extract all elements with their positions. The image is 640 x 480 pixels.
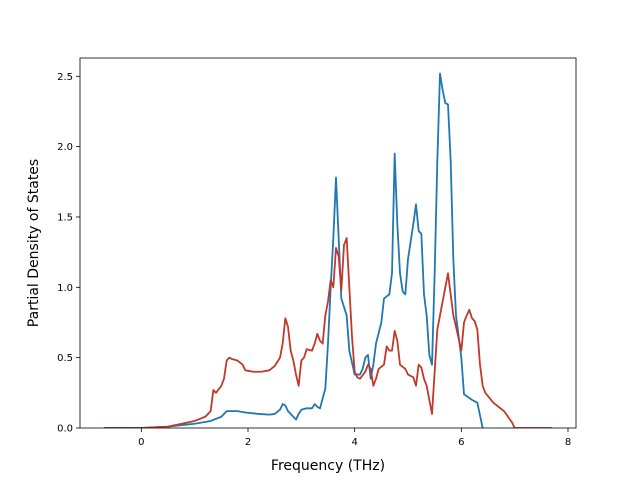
y-tick-label: 0.0: [57, 424, 73, 435]
x-axis-label: Frequency (THz): [271, 458, 385, 474]
x-tick-label: 0: [138, 437, 144, 448]
x-tick-label: 4: [351, 437, 357, 448]
x-tick-label: 2: [245, 437, 251, 448]
y-axis-ticks: 0.0 0.5 1.0 1.5 2.0 2.5: [57, 72, 80, 435]
series-layer: [104, 72, 552, 428]
plot-frame: [79, 57, 577, 429]
y-tick-label: 2.5: [57, 72, 73, 83]
y-tick-label: 1.5: [57, 212, 73, 223]
y-tick-label: 2.0: [57, 142, 73, 153]
series-line-1: [104, 72, 484, 428]
x-tick-label: 8: [565, 437, 571, 448]
y-tick-label: 0.5: [57, 353, 73, 364]
x-tick-label: 6: [458, 437, 464, 448]
y-tick-label: 1.0: [57, 283, 73, 294]
series-line-2: [104, 237, 552, 428]
x-axis-ticks: 0 2 4 6 8: [138, 428, 571, 448]
y-axis-label: Partial Density of States: [26, 159, 42, 327]
